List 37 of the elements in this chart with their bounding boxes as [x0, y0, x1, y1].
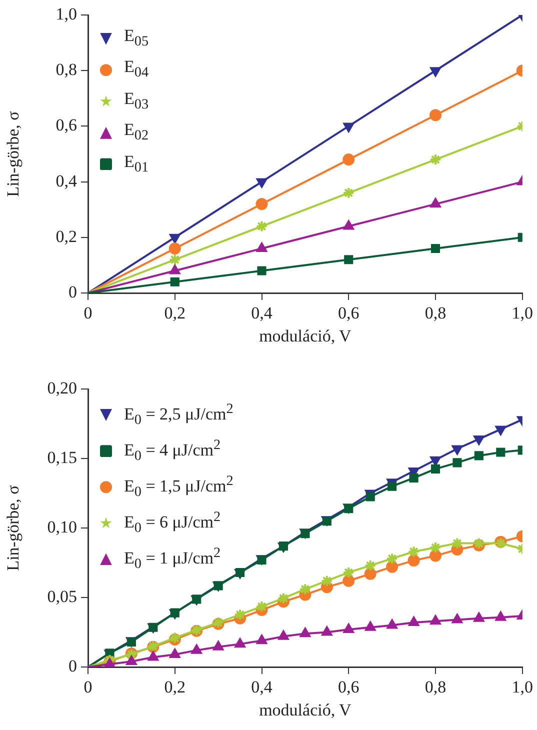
x-axis-title: moduláció, V — [259, 700, 352, 720]
y-axis-title: Lin-görbe, σ — [4, 485, 23, 571]
x-tick-label: 0,6 — [338, 678, 360, 697]
y-tick-label: 0 — [68, 656, 77, 676]
x-tick-label: 1,0 — [512, 678, 533, 697]
legend-label: E$_{0}$ = 4 μJ/cm$^{2}$ — [124, 436, 221, 466]
y-tick-label: 0,15 — [47, 448, 77, 467]
y-tick-label: 0,05 — [47, 586, 77, 606]
legend-label: E$_{01}$ — [124, 150, 149, 177]
y-tick-label: 1,0 — [56, 4, 77, 24]
legend-label: E$_{04}$ — [124, 56, 149, 83]
x-tick-label: 0,4 — [251, 678, 273, 697]
legend-label: E$_{02}$ — [124, 119, 149, 146]
legend-label: E$_{0}$ = 2,5 μJ/cm$^{2}$ — [124, 400, 234, 430]
y-tick-label: 0,6 — [56, 116, 77, 135]
x-tick-label: 0,8 — [424, 304, 446, 323]
x-axis-title: moduláció, V — [259, 326, 352, 346]
y-tick-label: 0,10 — [47, 517, 77, 536]
x-tick-label: 0,4 — [251, 304, 273, 323]
y-tick-label: 0 — [68, 282, 77, 302]
x-tick-label: 1,0 — [512, 304, 533, 323]
y-tick-label: 0,8 — [56, 60, 77, 80]
x-tick-label: 0,6 — [338, 304, 360, 323]
x-tick-label: 0 — [84, 304, 92, 323]
x-tick-label: 0,2 — [164, 304, 186, 323]
y-tick-label: 0,2 — [56, 226, 77, 246]
legend-label: E$_{05}$ — [124, 25, 149, 52]
legend-label: E$_{0}$ = 6 μJ/cm$^{2}$ — [124, 508, 221, 538]
y-tick-label: 0,4 — [56, 171, 78, 190]
legend-label: E$_{03}$ — [124, 88, 149, 114]
y-axis-title: Lin-görbe, σ — [4, 111, 23, 197]
legend-label: E$_{0}$ = 1 μJ/cm$^{2}$ — [124, 544, 221, 574]
x-tick-label: 0,2 — [164, 678, 186, 697]
legend-label: E$_{0}$ = 1,5 μJ/cm$^{2}$ — [124, 472, 234, 502]
x-tick-label: 0 — [84, 678, 92, 697]
y-tick-label: 0,20 — [47, 378, 77, 398]
x-tick-label: 0,8 — [424, 678, 446, 697]
